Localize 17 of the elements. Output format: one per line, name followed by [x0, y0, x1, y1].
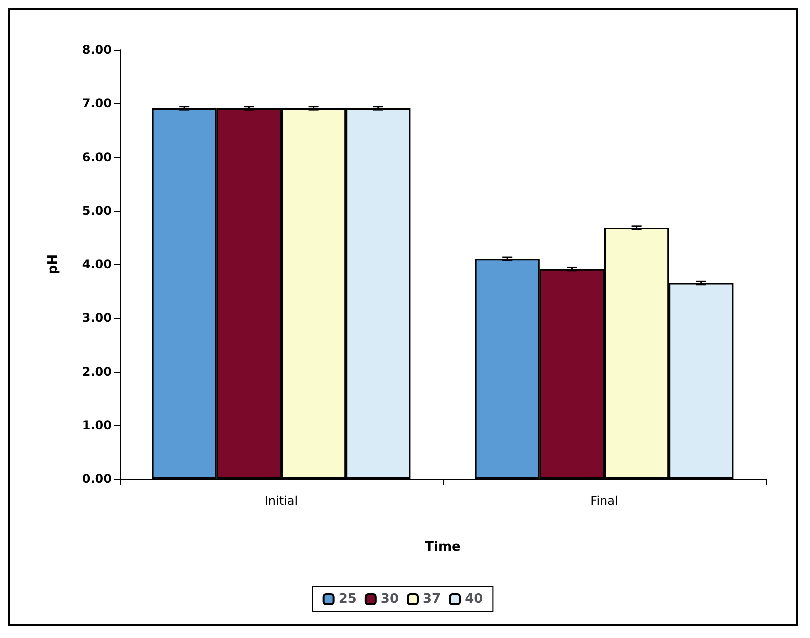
y-tick-label: 2.00 [82, 364, 112, 379]
x-tick-label: Final [590, 494, 618, 508]
x-axis-title: Time [425, 540, 462, 555]
y-tick-label: 8.00 [82, 43, 112, 57]
y-tick-label: 7.00 [82, 96, 112, 111]
y-tick-label: 4.00 [82, 258, 112, 272]
y-tick-label: 3.00 [82, 311, 112, 326]
legend-label: 40 [465, 592, 484, 607]
y-tick-label: 0.00 [82, 472, 112, 486]
legend-label: 37 [423, 592, 442, 607]
y-tick-label: 6.00 [82, 150, 112, 164]
legend-label: 30 [380, 592, 400, 607]
y-tick-label: 1.00 [82, 418, 112, 432]
y-axis-title: pH [46, 254, 61, 275]
legend-label: 25 [338, 592, 357, 607]
y-tick-label: 5.00 [82, 204, 112, 218]
x-tick-label: Initial [264, 494, 298, 508]
